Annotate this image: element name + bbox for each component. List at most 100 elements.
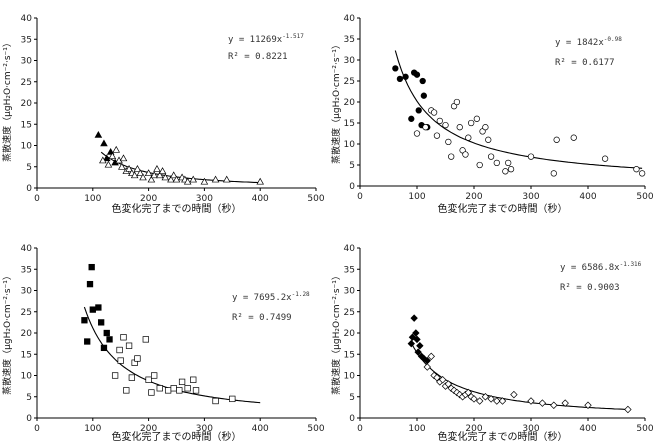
power-trendline bbox=[410, 342, 628, 411]
r-squared-value: R² = 0.8221 bbox=[228, 52, 288, 62]
data-point-triangle-open-p1-s2-5 bbox=[118, 162, 126, 170]
data-point-triangle-filled-p1-s1-1 bbox=[100, 139, 108, 147]
data-point-square-open-p3-s2-0 bbox=[111, 372, 119, 379]
series-1 bbox=[81, 263, 113, 352]
data-point-circle-open-p2-s2-18 bbox=[479, 128, 486, 135]
equation-text: y = 1842x bbox=[555, 38, 604, 48]
y-tick-label: 20 bbox=[344, 329, 356, 339]
y-tick-label: 25 bbox=[344, 77, 355, 87]
data-point-diamond-open-p4-s2-19 bbox=[487, 395, 495, 403]
data-point-diamond-filled-p4-s1-2 bbox=[410, 314, 418, 322]
y-tick-label: 30 bbox=[344, 287, 356, 297]
data-point-diamond-open-p4-s2-22 bbox=[510, 390, 518, 399]
data-point-diamond-open-p4-s2-18 bbox=[481, 393, 490, 401]
y-tick-label: 40 bbox=[21, 14, 33, 24]
x-tick-label: 100 bbox=[408, 192, 425, 202]
data-point-diamond-open-p4-s2-7 bbox=[444, 380, 453, 388]
y-tick-label: 30 bbox=[21, 57, 33, 67]
data-point-triangle-open-p1-s2-12 bbox=[136, 169, 145, 177]
x-tick-label: 400 bbox=[579, 424, 596, 434]
data-point-diamond-open-p4-s2-24 bbox=[538, 399, 547, 407]
data-point-triangle-open-p1-s2-11 bbox=[133, 164, 142, 172]
data-point-circle-filled-p2-s1-5 bbox=[413, 71, 421, 78]
data-point-circle-open-p2-s2-25 bbox=[507, 166, 515, 173]
data-point-triangle-open-p1-s2-28 bbox=[200, 177, 209, 185]
trendline-equation: y = 7695.2x-1.28 bbox=[232, 291, 310, 303]
y-tick-label: 35 bbox=[344, 35, 355, 45]
series-1 bbox=[407, 314, 431, 365]
data-point-circle-open-p2-s2-22 bbox=[493, 159, 500, 167]
data-point-triangle-open-p1-s2-10 bbox=[130, 171, 139, 179]
series-2 bbox=[423, 352, 632, 414]
data-point-circle-open-p2-s2-20 bbox=[485, 136, 492, 143]
data-point-circle-filled-p2-s1-8 bbox=[419, 77, 426, 85]
x-tick-label: 200 bbox=[465, 192, 482, 202]
data-point-square-open-p3-s2-9 bbox=[142, 336, 149, 343]
data-point-circle-open-p2-s2-14 bbox=[465, 134, 472, 141]
data-point-triangle-open-p1-s2-16 bbox=[150, 171, 158, 179]
y-tick-label: 30 bbox=[21, 287, 33, 297]
x-axis-label: 色変化完了までの時間（秒） bbox=[112, 202, 242, 215]
data-point-square-open-p3-s2-22 bbox=[229, 395, 236, 403]
equation-exponent: -1.517 bbox=[282, 33, 304, 40]
data-point-diamond-open-p4-s2-23 bbox=[527, 397, 535, 405]
data-point-square-filled-p3-s1-0 bbox=[81, 317, 88, 324]
x-tick-label: 400 bbox=[252, 424, 269, 434]
equation-exponent: -0.98 bbox=[604, 36, 622, 43]
y-tick-label: 15 bbox=[344, 119, 355, 129]
x-tick-label: 200 bbox=[140, 424, 157, 434]
data-point-square-open-p3-s2-21 bbox=[212, 397, 219, 405]
data-point-diamond-open-p4-s2-17 bbox=[476, 397, 484, 405]
data-point-circle-open-p2-s2-0 bbox=[413, 130, 421, 137]
r-squared-value: R² = 0.7499 bbox=[232, 313, 292, 323]
data-point-triangle-filled-p1-s1-2 bbox=[102, 154, 111, 162]
data-point-triangle-open-p1-s2-20 bbox=[161, 173, 170, 181]
data-point-circle-open-p2-s2-31 bbox=[633, 166, 640, 173]
data-point-circle-filled-p2-s1-9 bbox=[420, 92, 427, 99]
data-point-triangle-open-p1-s2-29 bbox=[211, 175, 220, 183]
data-point-square-open-p3-s2-19 bbox=[190, 376, 197, 383]
data-point-circle-filled-p2-s1-2 bbox=[402, 73, 409, 80]
data-point-circle-open-p2-s2-1 bbox=[422, 124, 429, 131]
series-2 bbox=[99, 145, 264, 185]
data-point-diamond-open-p4-s2-3 bbox=[433, 373, 441, 382]
data-point-circle-filled-p2-s1-0 bbox=[392, 65, 399, 72]
y-tick-label: 40 bbox=[344, 244, 356, 254]
y-tick-label: 5 bbox=[349, 161, 355, 171]
x-tick-label: 500 bbox=[307, 194, 324, 204]
trendline-equation: y = 1842x-0.98 bbox=[555, 36, 622, 48]
data-point-circle-open-p2-s2-28 bbox=[553, 136, 560, 143]
data-point-circle-open-p2-s2-10 bbox=[453, 98, 461, 106]
data-point-diamond-filled-p4-s1-6 bbox=[416, 342, 424, 350]
series-1 bbox=[392, 65, 431, 131]
data-point-triangle-open-p1-s2-22 bbox=[169, 171, 178, 179]
series-2 bbox=[413, 98, 646, 177]
data-point-diamond-open-p4-s2-14 bbox=[464, 388, 472, 397]
data-point-triangle-open-p1-s2-8 bbox=[125, 164, 133, 172]
data-point-diamond-open-p4-s2-0 bbox=[423, 363, 431, 371]
data-point-triangle-open-p1-s2-30 bbox=[222, 175, 231, 183]
y-tick-label: 35 bbox=[21, 35, 32, 45]
y-tick-label: 30 bbox=[344, 56, 356, 66]
power-trendline bbox=[394, 50, 643, 169]
y-axis-label: 蒸散速度（μgH₂O·cm⁻²·s⁻¹） bbox=[1, 271, 13, 395]
x-axis-label: 色変化完了までの時間（秒） bbox=[438, 202, 568, 215]
data-point-circle-open-p2-s2-11 bbox=[456, 124, 463, 131]
data-point-diamond-filled-p4-s1-3 bbox=[412, 329, 420, 337]
y-tick-label: 5 bbox=[26, 163, 32, 173]
data-point-square-filled-p3-s1-8 bbox=[103, 329, 110, 337]
data-point-triangle-open-p1-s2-26 bbox=[183, 177, 192, 185]
data-point-circle-open-p2-s2-9 bbox=[450, 103, 458, 110]
x-axis-label: 色変化完了までの時間（秒） bbox=[112, 430, 242, 443]
data-point-square-open-p3-s2-14 bbox=[164, 387, 172, 394]
data-point-circle-open-p2-s2-12 bbox=[459, 147, 466, 154]
data-point-diamond-open-p4-s2-1 bbox=[427, 352, 435, 361]
x-tick-label: 200 bbox=[465, 424, 482, 434]
y-tick-label: 10 bbox=[344, 372, 356, 382]
y-tick-label: 0 bbox=[26, 184, 32, 194]
x-tick-label: 500 bbox=[636, 192, 653, 202]
data-point-circle-open-p2-s2-17 bbox=[476, 161, 483, 169]
y-tick-label: 25 bbox=[344, 308, 355, 318]
y-tick-label: 40 bbox=[344, 14, 356, 24]
